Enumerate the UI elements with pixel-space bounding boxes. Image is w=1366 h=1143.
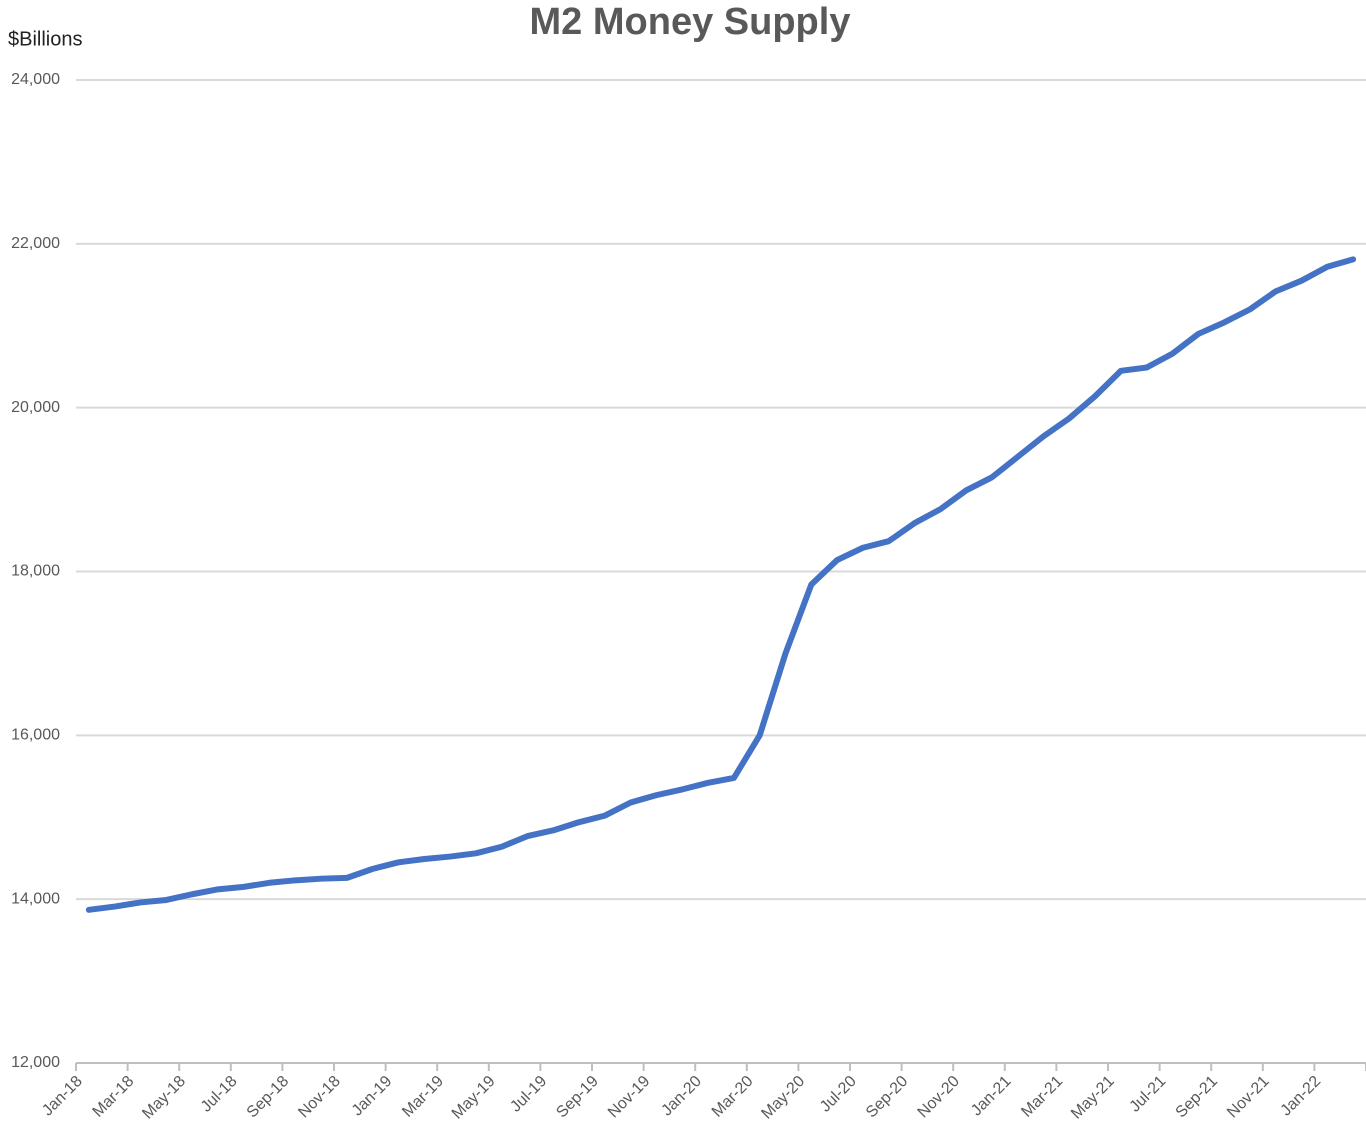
x-tick-label: Jan-20 [658, 1073, 705, 1120]
x-tick-label: Jul-20 [817, 1073, 860, 1116]
y-tick-label: 12,000 [11, 1054, 60, 1071]
x-tick-label: Jul-21 [1127, 1073, 1170, 1116]
x-tick-label: May-21 [1068, 1073, 1118, 1123]
y-tick-label: 16,000 [11, 727, 60, 744]
x-tick-label: Sep-18 [244, 1073, 293, 1122]
y-tick-label: 24,000 [11, 71, 60, 88]
x-tick-label: Nov-21 [1224, 1073, 1273, 1122]
y-tick-label: 22,000 [11, 235, 60, 252]
x-tick-label: Jan-21 [968, 1073, 1015, 1120]
chart-title: M2 Money Supply [530, 1, 851, 43]
y-axis-label: $Billions [8, 28, 82, 50]
x-tick-label: Mar-20 [709, 1073, 757, 1121]
x-tick-label: Jan-22 [1278, 1073, 1325, 1120]
x-tick-label: Nov-20 [915, 1073, 964, 1122]
y-tick-label: 14,000 [11, 890, 60, 907]
x-tick-label: May-18 [139, 1073, 189, 1123]
data-line [85, 256, 1357, 913]
x-tick-label: Sep-21 [1173, 1073, 1222, 1122]
x-tick-label: Jul-18 [198, 1073, 241, 1116]
x-tick-label: Mar-21 [1018, 1073, 1066, 1121]
x-tick-label: Jan-18 [39, 1073, 86, 1120]
x-tick-label: Mar-18 [90, 1073, 138, 1121]
x-tick-label: Jul-19 [507, 1073, 550, 1116]
x-tick-label: Nov-18 [295, 1073, 344, 1122]
x-tick-label: Jan-19 [349, 1073, 396, 1120]
x-tick-label: Mar-19 [399, 1073, 447, 1121]
y-tick-label: 18,000 [11, 563, 60, 580]
y-tick-label: 20,000 [11, 399, 60, 416]
x-tick-label: Nov-19 [605, 1073, 654, 1122]
x-tick-label: May-20 [758, 1073, 808, 1123]
x-tick-label: Sep-20 [863, 1073, 912, 1122]
x-tick-label: May-19 [449, 1073, 499, 1123]
x-tick-label: Sep-19 [553, 1073, 602, 1122]
